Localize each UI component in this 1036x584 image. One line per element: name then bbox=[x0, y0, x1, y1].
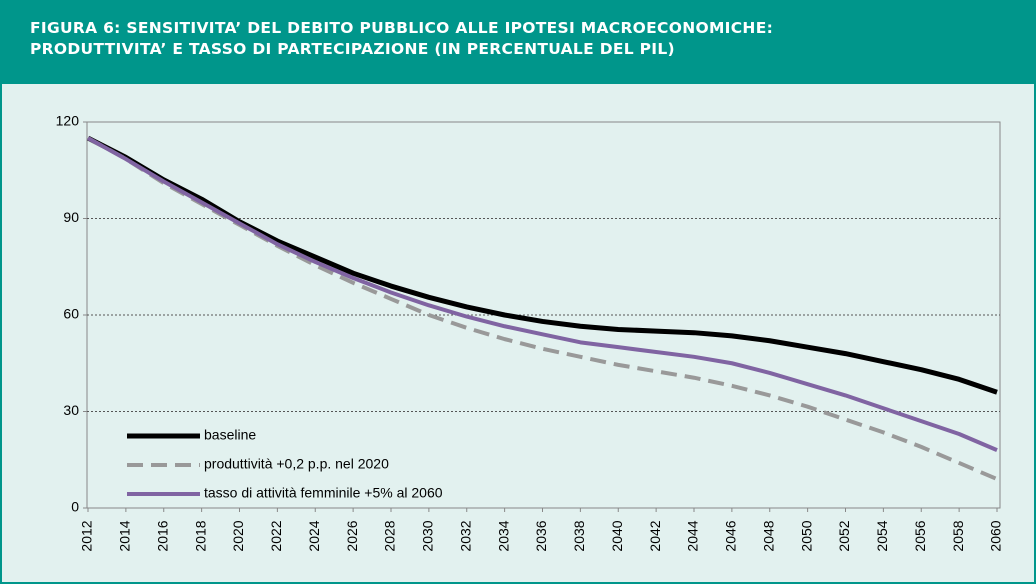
x-tick-label: 2060 bbox=[988, 520, 1004, 551]
frame bbox=[0, 84, 1036, 584]
legend-label: produttività +0,2 p.p. nel 2020 bbox=[204, 456, 389, 472]
header: FIGURA 6: SENSITIVITA’ DEL DEBITO PUBBLI… bbox=[0, 0, 1036, 84]
x-tick-label: 2036 bbox=[533, 520, 549, 551]
x-tick-label: 2040 bbox=[609, 520, 625, 551]
x-tick-label: 2012 bbox=[79, 520, 95, 551]
x-tick-label: 2038 bbox=[571, 520, 587, 551]
line-series bbox=[87, 136, 998, 452]
x-tick-label: 2052 bbox=[836, 520, 852, 551]
x-tick-label: 2056 bbox=[912, 520, 928, 551]
chart-title: FIGURA 6: SENSITIVITA’ DEL DEBITO PUBBLI… bbox=[30, 19, 774, 37]
x-tick-label: 2058 bbox=[950, 520, 966, 551]
x-tick-label: 2032 bbox=[457, 520, 473, 551]
y-tick-label: 0 bbox=[71, 499, 79, 515]
x-tick-label: 2034 bbox=[495, 520, 511, 551]
x-tick-label: 2020 bbox=[230, 520, 246, 551]
x-tick-label: 2022 bbox=[268, 520, 284, 551]
x-tick-label: 2042 bbox=[647, 520, 663, 551]
legend-label: baseline bbox=[204, 427, 256, 443]
x-tick-label: 2028 bbox=[382, 520, 398, 551]
x-tick-label: 2016 bbox=[154, 520, 170, 551]
legend-label: tasso di attività femminile +5% al 2060 bbox=[204, 485, 443, 501]
y-tick-label: 30 bbox=[63, 402, 79, 418]
x-tick-label: 2054 bbox=[874, 520, 890, 551]
x-tick-label: 2018 bbox=[192, 520, 208, 551]
y-tick-label: 120 bbox=[56, 113, 80, 129]
x-tick-label: 2046 bbox=[723, 520, 739, 551]
x-tick-label: 2030 bbox=[420, 520, 436, 551]
x-tick-label: 2014 bbox=[117, 520, 133, 551]
x-tick-label: 2024 bbox=[306, 520, 322, 551]
x-tick-label: 2050 bbox=[798, 520, 814, 551]
chart-subtitle: PRODUTTIVITA’ E TASSO DI PARTECIPAZIONE … bbox=[30, 40, 675, 58]
y-tick-label: 90 bbox=[63, 209, 79, 225]
x-tick-label: 2048 bbox=[760, 520, 776, 551]
y-tick-label: 60 bbox=[63, 306, 79, 322]
x-tick-label: 2044 bbox=[685, 520, 701, 551]
x-tick-label: 2026 bbox=[344, 520, 360, 551]
